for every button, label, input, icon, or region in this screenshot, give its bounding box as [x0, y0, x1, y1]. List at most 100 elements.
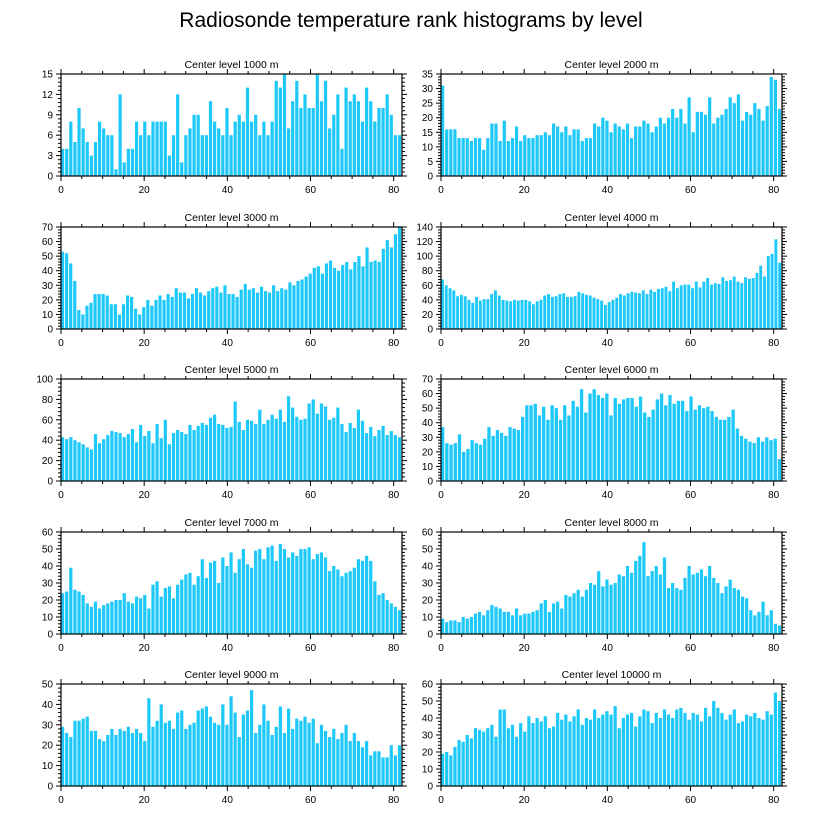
- bar: [490, 605, 494, 634]
- bar: [369, 560, 373, 634]
- bar: [151, 443, 155, 481]
- bar: [332, 267, 337, 329]
- bar: [126, 148, 130, 176]
- bar: [315, 74, 319, 176]
- bar: [69, 263, 73, 329]
- bar: [272, 285, 276, 329]
- bar: [708, 566, 712, 634]
- bar: [61, 593, 65, 634]
- x-tick-label: 20: [139, 185, 151, 196]
- bar: [556, 126, 560, 176]
- bar: [176, 94, 180, 176]
- bar: [588, 583, 593, 634]
- bar: [365, 247, 369, 329]
- bar: [495, 430, 500, 481]
- bar: [471, 302, 475, 329]
- bar: [577, 291, 581, 329]
- bar: [477, 729, 482, 786]
- bar: [516, 430, 521, 481]
- bar: [258, 549, 262, 634]
- y-tick-label: 10: [422, 613, 434, 624]
- y-tick-label: 30: [42, 720, 54, 731]
- x-tick-label: 80: [768, 795, 780, 806]
- bar: [693, 409, 697, 481]
- bar: [196, 710, 200, 786]
- bar: [114, 169, 118, 176]
- bar: [520, 416, 525, 481]
- bar: [494, 606, 498, 634]
- bar: [254, 114, 258, 176]
- bar: [441, 85, 445, 176]
- bar: [213, 722, 217, 786]
- bar: [662, 709, 667, 786]
- bar: [159, 596, 163, 634]
- bar: [340, 148, 344, 176]
- bar: [550, 405, 554, 481]
- y-tick-label: 6: [47, 131, 53, 142]
- bar: [299, 108, 303, 176]
- bar: [675, 288, 679, 329]
- bar: [560, 132, 564, 176]
- bar: [227, 294, 231, 329]
- bar: [134, 308, 138, 329]
- chart-panel-4: Center level 4000 m 0 20 40 60 80 100 120 140 0 20…: [416, 212, 787, 349]
- bar: [373, 436, 377, 481]
- bar: [377, 261, 381, 329]
- bar: [385, 600, 389, 634]
- bar: [208, 562, 213, 634]
- bar: [463, 296, 467, 329]
- bar: [658, 117, 662, 176]
- bar: [97, 608, 102, 634]
- bar: [622, 399, 626, 481]
- bar: [126, 726, 130, 786]
- bar: [642, 709, 646, 786]
- bar: [449, 444, 453, 481]
- bar: [266, 419, 270, 481]
- bar: [117, 314, 121, 329]
- bar: [560, 608, 564, 634]
- y-tick-label: 100: [416, 252, 433, 263]
- bar: [245, 419, 250, 481]
- bar: [147, 608, 151, 634]
- bar: [328, 737, 332, 786]
- bar: [749, 610, 753, 634]
- bar: [208, 101, 213, 176]
- bar: [308, 273, 312, 329]
- bar: [757, 718, 761, 786]
- bar: [650, 132, 654, 176]
- bar: [525, 405, 529, 481]
- bar: [597, 571, 601, 634]
- bar: [315, 413, 319, 481]
- bar: [469, 738, 473, 786]
- bar: [765, 711, 769, 786]
- bar: [694, 281, 698, 329]
- bar: [282, 74, 287, 176]
- bar: [352, 732, 356, 786]
- bar: [761, 120, 765, 176]
- bar: [765, 106, 769, 176]
- bar: [457, 434, 462, 481]
- bar: [194, 288, 199, 329]
- bar: [697, 405, 702, 481]
- bar: [547, 294, 550, 329]
- bar: [592, 297, 596, 329]
- bar: [225, 724, 229, 786]
- bar: [155, 581, 159, 634]
- bar: [777, 108, 782, 176]
- bar: [773, 692, 777, 786]
- bar: [761, 719, 765, 786]
- bar: [445, 129, 449, 176]
- bar: [634, 406, 638, 481]
- bar: [163, 722, 167, 786]
- bar: [299, 549, 303, 634]
- bar: [769, 610, 773, 634]
- bar: [745, 714, 749, 786]
- bar: [551, 726, 556, 786]
- bar: [77, 591, 81, 634]
- bar: [93, 730, 98, 786]
- bar: [81, 128, 85, 176]
- bar: [217, 128, 221, 176]
- bar: [336, 739, 340, 786]
- bar: [385, 94, 389, 176]
- chart-panel-3: Center level 3000 m 0 10 20 30 40 50 60 70 0 20 40 6…: [42, 212, 407, 349]
